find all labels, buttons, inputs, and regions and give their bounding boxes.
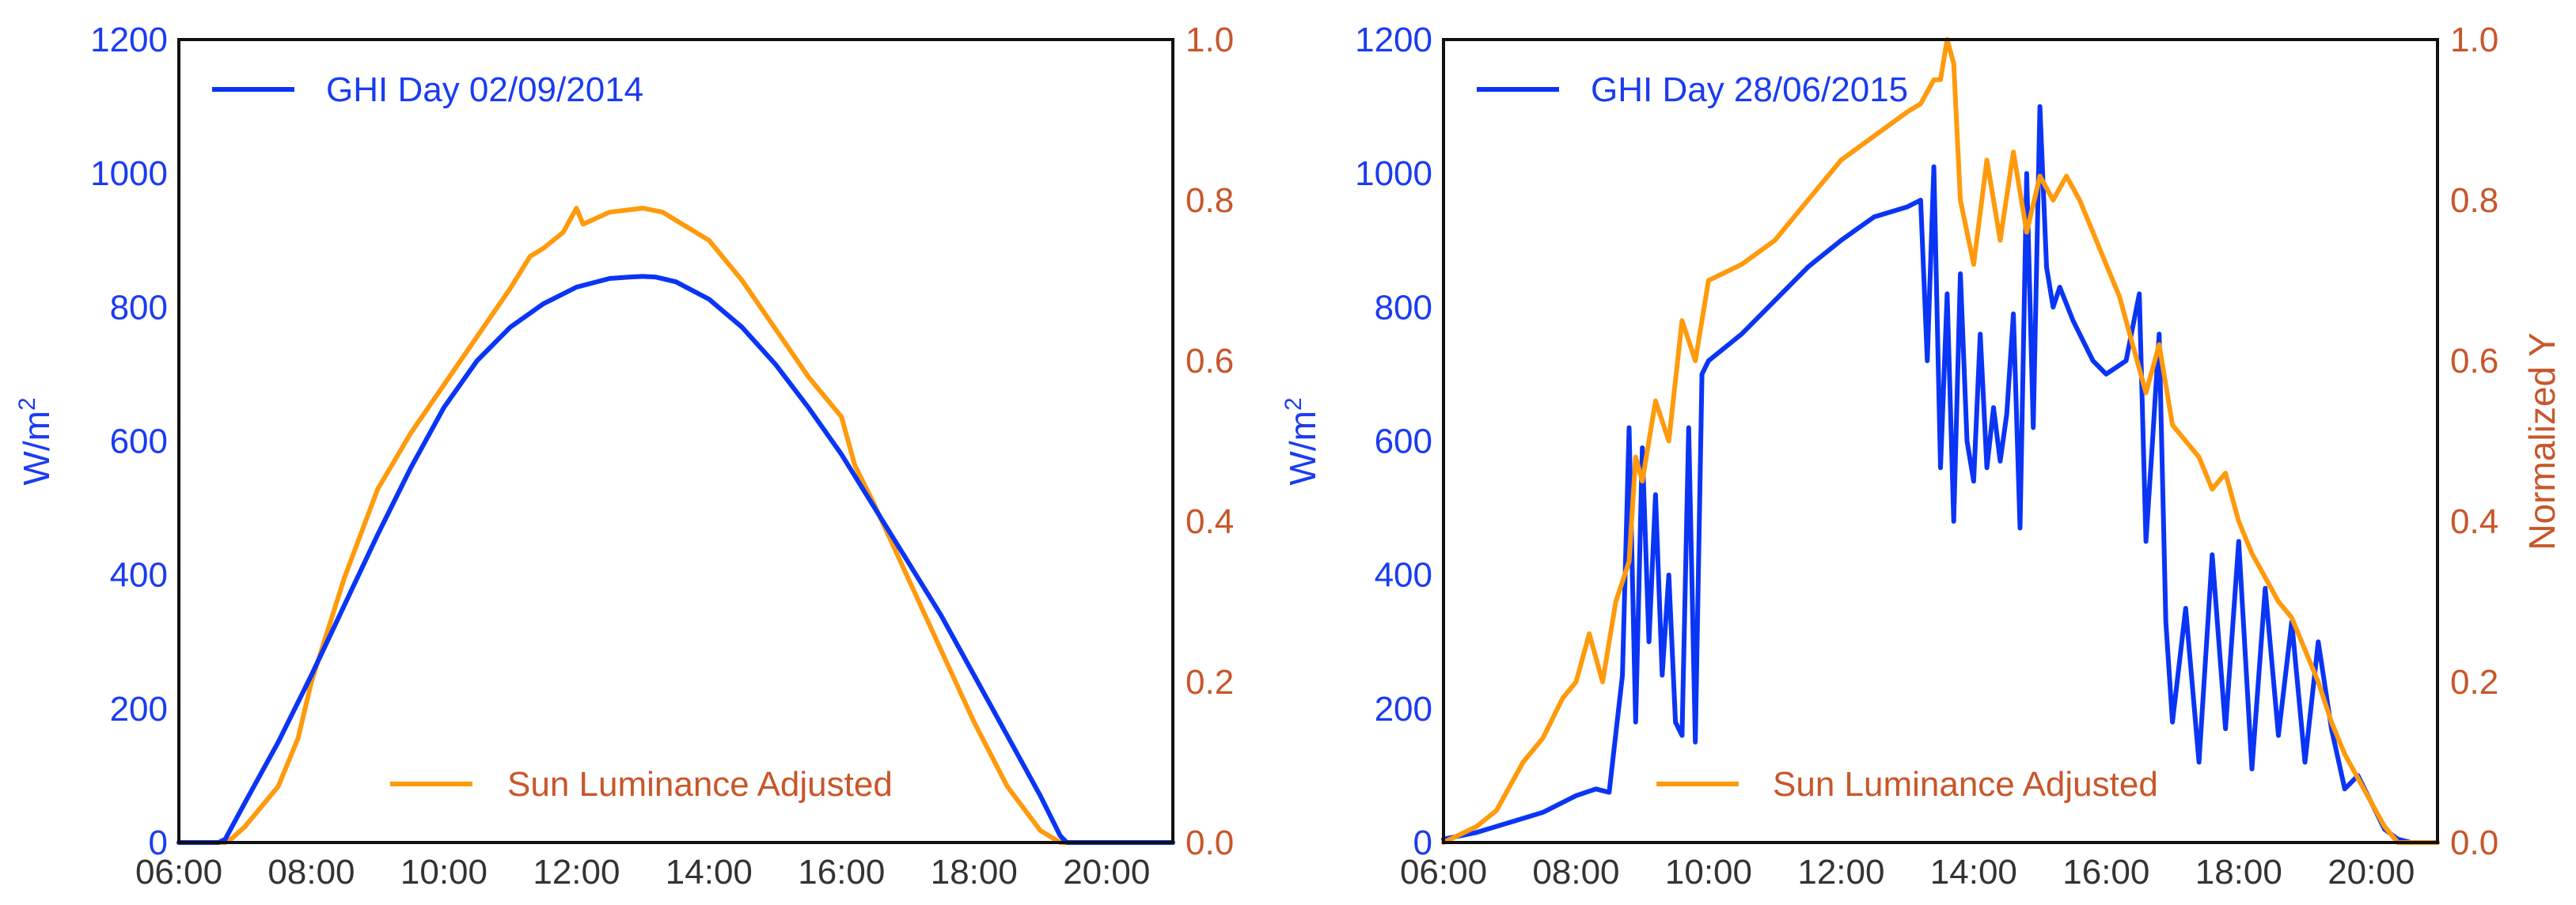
series-line-ghi: [1441, 104, 2440, 845]
y-tick-label-right: 1.0: [2450, 21, 2498, 59]
y-tick-label-left: 1000: [90, 154, 168, 193]
y-tick-label-left: 0: [1413, 824, 1432, 862]
legend-ghi-label: GHI Day 28/06/2015: [1591, 70, 1908, 109]
legend-luminance-label: Sun Luminance Adjusted: [507, 765, 893, 804]
y-tick-label-right: 0.8: [1186, 181, 1234, 220]
y-tick-label-left: 400: [1375, 556, 1432, 595]
x-tick-label: 12:00: [1797, 853, 1884, 892]
y-tick-label-left: 200: [1375, 690, 1432, 729]
y-tick-label-left: 1200: [90, 21, 168, 59]
x-tick-label: 20:00: [1063, 853, 1150, 892]
x-tick-label: 06:00: [135, 853, 222, 892]
legend-ghi-right: GHI Day 28/06/2015: [1477, 70, 1908, 109]
x-tick-label: 08:00: [1532, 853, 1619, 892]
y-tick-label-right: 0.0: [2450, 824, 2498, 862]
plot-frame-left: [177, 38, 1174, 844]
legend-luminance-right: Sun Luminance Adjusted: [1656, 765, 2158, 804]
y-tick-label-right: 0.2: [1186, 663, 1234, 702]
y-tick-label-right: 0.6: [1186, 342, 1234, 381]
x-tick-label: 16:00: [2062, 853, 2149, 892]
y-tick-label-right: 0.4: [2450, 502, 2498, 541]
x-tick-label: 10:00: [400, 853, 488, 892]
x-tick-label: 16:00: [798, 853, 885, 892]
series-line-ghi: [176, 274, 1175, 845]
x-tick-label: 18:00: [931, 853, 1018, 892]
y-tick-label-right: 1.0: [1186, 21, 1234, 59]
y-tick-label-right: 0.4: [1186, 502, 1234, 541]
chart-left: W/m2 GHI Day 02/09/2014 Sun Luminance Ad…: [14, 21, 1234, 892]
x-tick-label: 14:00: [1930, 853, 2017, 892]
y-tick-label-left: 1200: [1355, 21, 1432, 59]
y-tick-label-right: 0.8: [2450, 181, 2498, 220]
series-line-luminance: [176, 206, 1175, 845]
y-axis-label-left: W/m2: [14, 397, 57, 485]
y-axis-label-left: W/m2: [1280, 397, 1323, 485]
y-tick-label-right: 0.2: [2450, 663, 2498, 702]
y-tick-label-right: 0.6: [2450, 342, 2498, 381]
y-tick-label-left: 1000: [1355, 154, 1432, 193]
x-tick-label: 20:00: [2328, 853, 2415, 892]
x-tick-label: 08:00: [267, 853, 355, 892]
plot-frame-right: [1442, 38, 2439, 844]
legend-luminance-label: Sun Luminance Adjusted: [1773, 765, 2158, 804]
x-tick-label: 06:00: [1400, 853, 1487, 892]
y-axis-label-right: Normalized Y: [2521, 332, 2563, 550]
x-tick-label: 12:00: [533, 853, 620, 892]
legend-ghi-left: GHI Day 02/09/2014: [212, 70, 643, 109]
series-line-luminance: [1441, 37, 2440, 845]
y-tick-label-right: 0.0: [1186, 824, 1234, 862]
chart-right: W/m2 Normalized Y GHI Day 28/06/2015 Sun…: [1280, 21, 2563, 892]
y-tick-label-left: 400: [110, 556, 168, 595]
legend-ghi-label: GHI Day 02/09/2014: [326, 70, 643, 109]
y-tick-label-left: 800: [110, 288, 168, 327]
x-tick-label: 10:00: [1665, 853, 1752, 892]
y-tick-label-left: 0: [149, 824, 168, 862]
y-tick-label-left: 800: [1375, 288, 1432, 327]
y-tick-label-left: 200: [110, 690, 168, 729]
legend-luminance-left: Sun Luminance Adjusted: [390, 765, 893, 804]
y-tick-label-left: 600: [110, 422, 168, 461]
x-tick-label: 14:00: [666, 853, 753, 892]
x-tick-label: 18:00: [2195, 853, 2282, 892]
y-tick-label-left: 600: [1375, 422, 1432, 461]
